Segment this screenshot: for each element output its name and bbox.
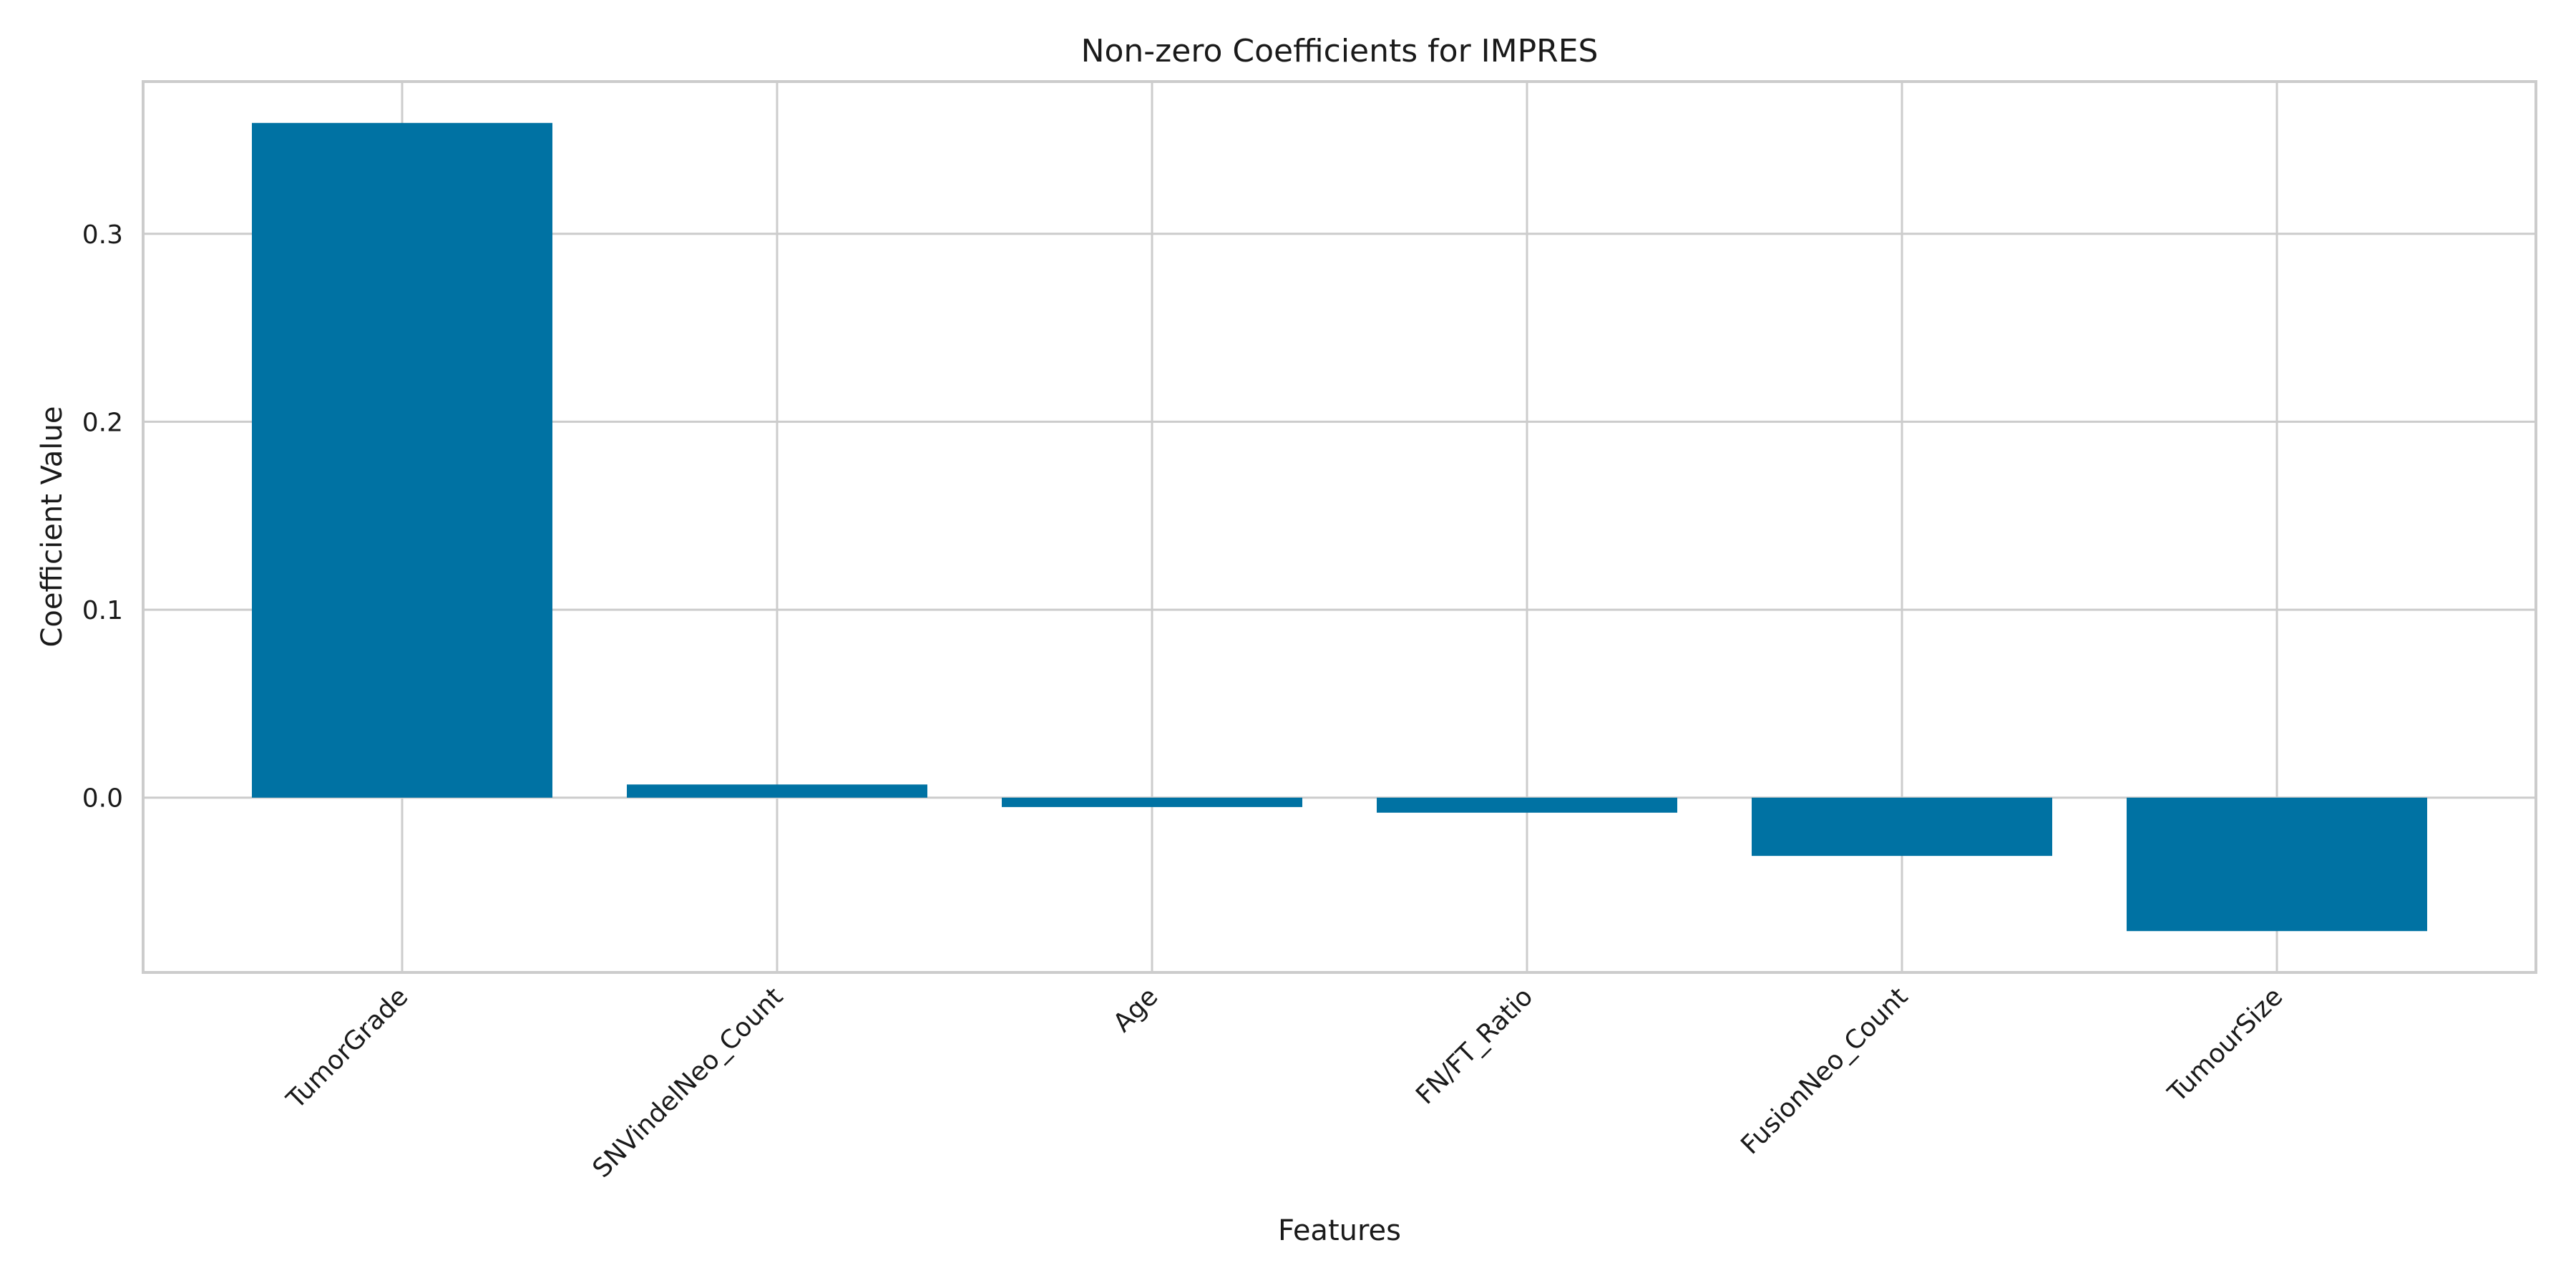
y-tick-label: 0.0 <box>82 784 123 814</box>
x-tick-label: FusionNeo_Count <box>1735 982 1913 1160</box>
bar <box>2127 797 2427 932</box>
chart-title: Non-zero Coefficients for IMPRES <box>1081 33 1599 69</box>
bars-layer <box>252 122 2427 932</box>
x-tick-label: TumourSize <box>2162 982 2289 1108</box>
y-tick-label: 0.3 <box>82 220 123 250</box>
x-axis-label: Features <box>1278 1214 1401 1247</box>
bar <box>1002 797 1302 807</box>
y-tick-label: 0.2 <box>82 408 123 437</box>
plot-frame <box>142 80 2537 974</box>
y-tick-labels: 0.0 0.1 0.2 0.3 <box>82 220 123 814</box>
bar <box>1752 797 2052 857</box>
bar <box>252 122 552 798</box>
bar <box>627 784 927 798</box>
y-axis-label: Coefficient Value <box>36 406 69 648</box>
x-tick-label: SNVindelNeo_Count <box>587 982 789 1184</box>
x-tick-labels: TumorGrade SNVindelNeo_Count Age FN/FT_Rati… <box>280 982 2288 1184</box>
x-tick-label: FN/FT_Ratio <box>1410 982 1538 1110</box>
bar <box>1377 797 1677 813</box>
y-tick-label: 0.1 <box>82 596 123 625</box>
x-tick-label: Age <box>1108 982 1163 1038</box>
x-tick-label: TumorGrade <box>280 982 414 1115</box>
